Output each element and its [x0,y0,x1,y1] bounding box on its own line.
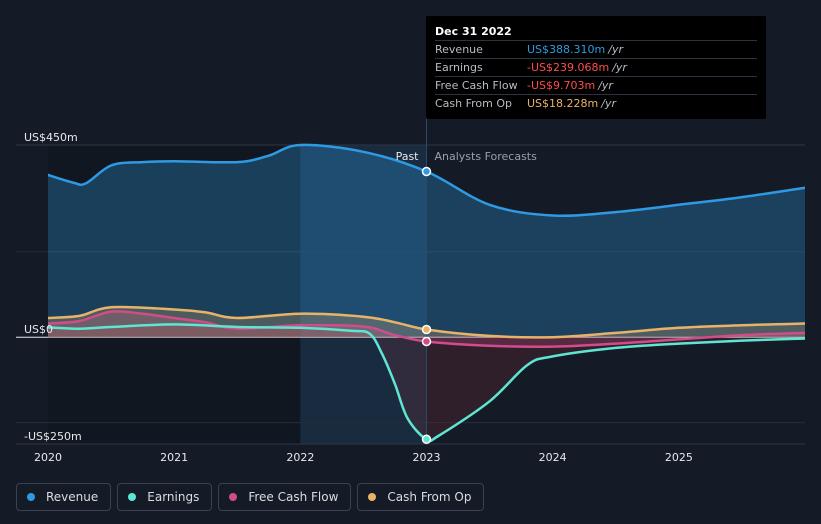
tooltip-value: US$388.310m [527,43,606,56]
legend-dot-icon [368,493,377,501]
y-tick-label: US$450m [24,131,78,144]
tooltip-label: Revenue [435,43,483,56]
tooltip-row-revenue: Revenue US$388.310m /yr [435,40,757,58]
tooltip-value: US$18.228m [527,97,599,110]
legend-item-free-cash-flow[interactable]: Free Cash Flow [218,483,352,511]
past-highlight-band [300,145,427,444]
marker-cash-from-op [421,324,432,335]
x-tick-label: 2022 [286,451,314,464]
x-tick-label: 2025 [665,451,693,464]
past-label: Past [396,150,420,163]
legend-label: Earnings [147,490,200,504]
x-tick-label: 2023 [413,451,441,464]
tooltip-row-earnings: Earnings -US$239.068m /yr [435,58,757,76]
tooltip-value: -US$239.068m [527,61,610,74]
tooltip-unit: /yr [601,97,616,110]
y-tick-label: US$0 [24,323,53,336]
tooltip-row-free-cash-flow: Free Cash Flow -US$9.703m /yr [435,76,757,94]
forecast-label: Analysts Forecasts [435,150,538,163]
legend-dot-icon [128,493,137,501]
x-tick-label: 2021 [160,451,188,464]
tooltip-date: Dec 31 2022 [435,25,512,38]
legend-label: Revenue [46,490,99,504]
legend-item-cash-from-op[interactable]: Cash From Op [357,483,485,511]
series-area-free-cash-flow [48,311,805,347]
legend-item-revenue[interactable]: Revenue [16,483,112,511]
past-region-band [48,145,301,444]
legend-item-earnings[interactable]: Earnings [117,483,213,511]
marker-earnings [421,434,432,445]
tooltip-unit: /yr [612,61,627,74]
series-line-free-cash-flow [48,310,805,349]
series-line-revenue [48,143,805,218]
series-line-cash-from-op [48,305,805,339]
tooltip-label: Earnings [435,61,483,74]
marker-revenue [421,166,432,177]
marker-free-cash-flow [421,336,432,347]
legend-label: Cash From Op [387,490,472,504]
legend-dot-icon [27,493,35,501]
x-tick-label: 2024 [539,451,567,464]
x-tick-label: 2020 [34,451,62,464]
tooltip-label: Free Cash Flow [435,79,518,92]
legend: Revenue Earnings Free Cash Flow Cash Fro… [16,483,485,511]
y-tick-label: -US$250m [24,430,82,443]
tooltip-row-cash-from-op: Cash From Op US$18.228m /yr [435,94,757,112]
series-line-earnings [48,323,805,443]
tooltip: Dec 31 2022 Revenue US$388.310m /yr Earn… [426,16,766,119]
tooltip-unit: /yr [598,79,613,92]
legend-label: Free Cash Flow [248,490,339,504]
tooltip-label: Cash From Op [435,97,513,110]
tooltip-value: -US$9.703m [527,79,596,92]
legend-dot-icon [229,493,238,501]
tooltip-unit: /yr [608,43,623,56]
